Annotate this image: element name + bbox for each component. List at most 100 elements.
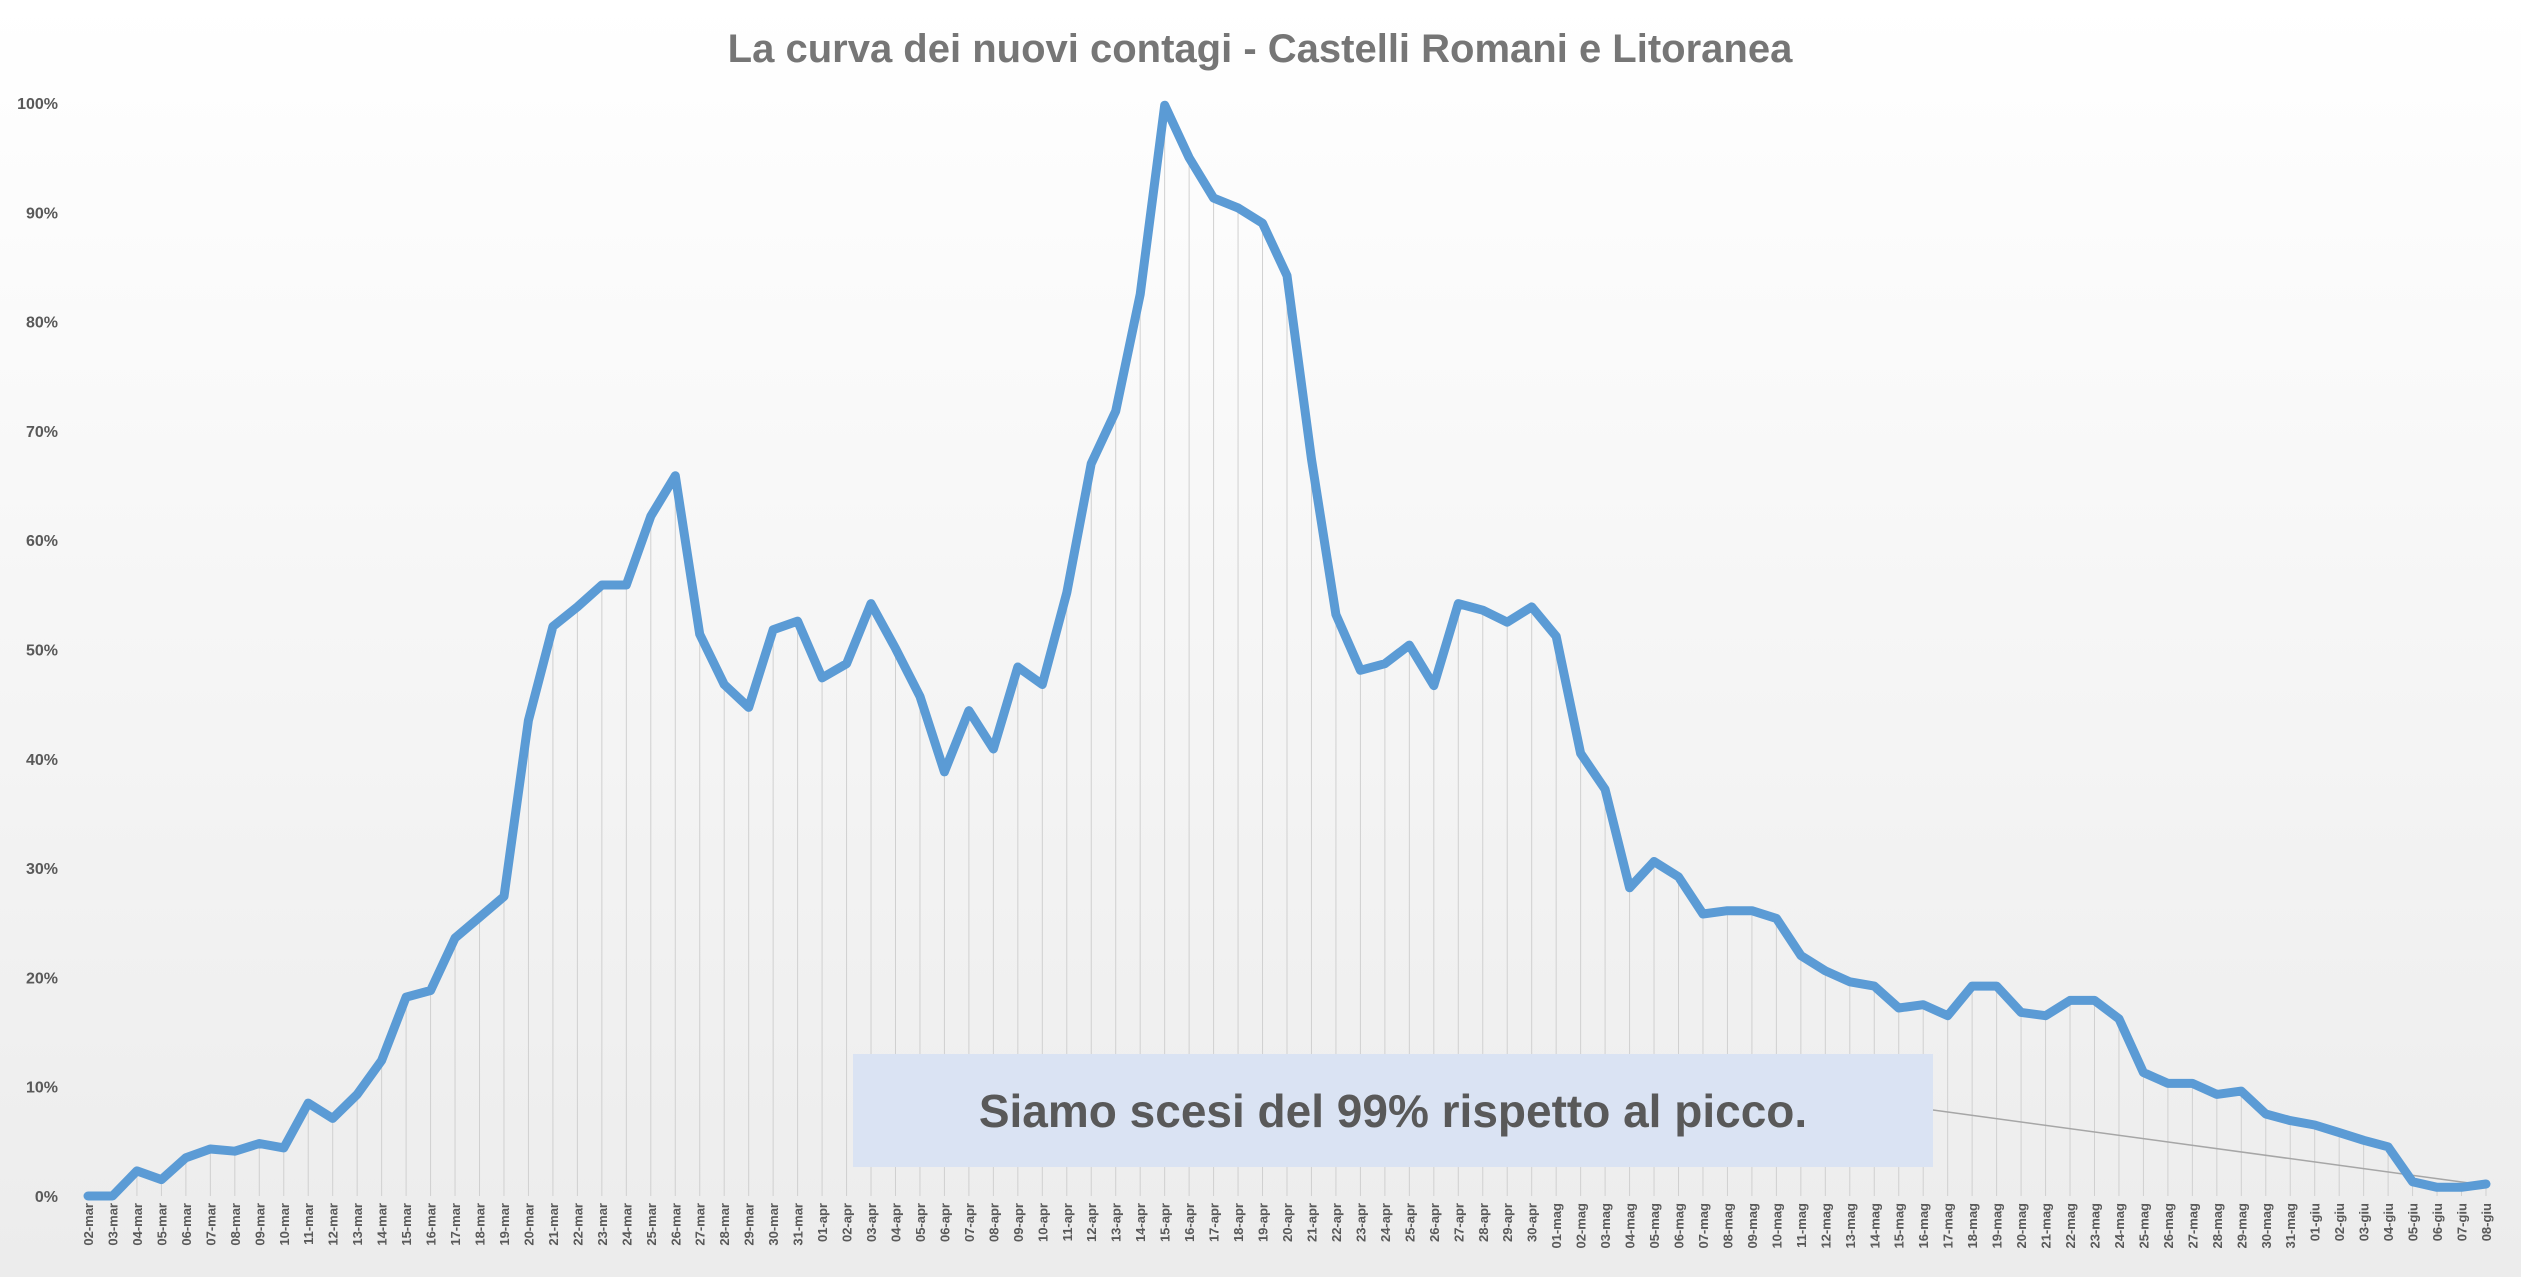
- x-tick-label: 13-mag: [1843, 1203, 1858, 1249]
- y-tick-label: 70%: [26, 424, 58, 441]
- y-tick-label: 100%: [17, 96, 58, 113]
- data-point: [965, 707, 973, 715]
- x-tick-label: 28-mag: [2210, 1203, 2225, 1249]
- data-point: [2115, 1015, 2123, 1023]
- data-point: [182, 1154, 190, 1162]
- data-point: [916, 692, 924, 700]
- x-tick-label: 12-apr: [1084, 1203, 1099, 1242]
- data-point: [1528, 603, 1536, 611]
- data-point: [1356, 666, 1364, 674]
- series-line: [83, 100, 2491, 1201]
- x-tick-label: 14-mag: [1867, 1203, 1882, 1249]
- x-tick-label: 09-mag: [1745, 1203, 1760, 1249]
- data-point: [304, 1099, 312, 1107]
- x-tick-label: 25-apr: [1402, 1203, 1417, 1242]
- x-tick-label: 22-mar: [570, 1203, 585, 1246]
- data-point: [1601, 785, 1609, 793]
- x-tick-label: 25-mag: [2136, 1203, 2151, 1249]
- x-tick-label: 31-mag: [2283, 1203, 2298, 1249]
- x-tick-label: 09-mar: [252, 1203, 267, 1246]
- x-tick-label: 18-mag: [1965, 1203, 1980, 1249]
- x-tick-label: 05-apr: [913, 1203, 928, 1242]
- data-point: [1161, 101, 1169, 109]
- x-tick-label: 12-mar: [326, 1203, 341, 1246]
- data-point: [1087, 460, 1095, 468]
- x-tick-label: 15-mar: [399, 1203, 414, 1246]
- x-tick-label: 02-giu: [2332, 1203, 2347, 1241]
- data-point: [1650, 858, 1658, 866]
- x-tick-label: 05-mar: [154, 1203, 169, 1246]
- data-point: [1699, 910, 1707, 918]
- data-point: [745, 703, 753, 711]
- data-point: [2360, 1136, 2368, 1144]
- data-point: [1748, 907, 1756, 915]
- data-point: [353, 1090, 361, 1098]
- x-tick-label: 23-mag: [2087, 1203, 2102, 1249]
- data-point: [1626, 884, 1634, 892]
- data-point: [1063, 589, 1071, 597]
- x-tick-label: 08-giu: [2479, 1203, 2494, 1241]
- data-point: [1454, 600, 1462, 608]
- x-tick-label: 06-giu: [2430, 1203, 2445, 1241]
- x-tick-label: 06-mag: [1672, 1203, 1687, 1249]
- x-tick-label: 26-mag: [2161, 1203, 2176, 1249]
- data-point: [1307, 455, 1315, 463]
- annotation-leader-line: [1932, 1109, 2485, 1186]
- data-point: [1381, 660, 1389, 668]
- data-point: [769, 626, 777, 634]
- x-tick-label: 19-mag: [1990, 1203, 2005, 1249]
- x-tick-label: 04-apr: [888, 1203, 903, 1242]
- data-point: [1993, 982, 2001, 990]
- data-point: [2433, 1183, 2441, 1191]
- data-point: [720, 680, 728, 688]
- x-tick-label: 22-mag: [2063, 1203, 2078, 1249]
- x-tick-label: 24-mar: [619, 1203, 634, 1246]
- x-tick-label: 26-apr: [1427, 1203, 1442, 1242]
- x-tick-label: 15-apr: [1158, 1203, 1173, 1242]
- x-tick-label: 29-apr: [1500, 1203, 1515, 1242]
- x-tick-label: 13-apr: [1109, 1203, 1124, 1242]
- x-tick-label: 18-apr: [1231, 1203, 1246, 1242]
- data-point: [2017, 1008, 2025, 1016]
- data-point: [133, 1167, 141, 1175]
- data-point: [2482, 1180, 2490, 1188]
- data-point: [2262, 1110, 2270, 1118]
- data-point: [524, 717, 532, 725]
- x-tick-label: 10-mag: [1769, 1203, 1784, 1249]
- x-tick-label: 02-apr: [840, 1203, 855, 1242]
- data-point: [2188, 1079, 2196, 1087]
- y-tick-label: 60%: [26, 533, 58, 550]
- x-tick-label: 04-mag: [1623, 1203, 1638, 1249]
- series-group: [83, 100, 2491, 1201]
- data-point: [1821, 967, 1829, 975]
- x-tick-label: 20-apr: [1280, 1203, 1295, 1242]
- data-point: [1675, 873, 1683, 881]
- data-point: [1038, 680, 1046, 688]
- data-point: [2213, 1090, 2221, 1098]
- x-tick-label: 29-mar: [742, 1203, 757, 1246]
- data-point: [573, 603, 581, 611]
- x-tick-label: 02-mar: [81, 1203, 96, 1246]
- x-tick-label: 23-mar: [595, 1203, 610, 1246]
- x-tick-label: 03-mar: [105, 1203, 120, 1246]
- x-tick-label: 17-mag: [1941, 1203, 1956, 1249]
- x-tick-label: 20-mar: [521, 1203, 536, 1246]
- data-point: [1552, 632, 1560, 640]
- data-point: [1259, 219, 1267, 227]
- x-tick-label: 21-apr: [1304, 1203, 1319, 1242]
- x-tick-label: 01-apr: [815, 1203, 830, 1242]
- x-tick-label: 27-mar: [693, 1203, 708, 1246]
- data-point: [1014, 663, 1022, 671]
- y-axis-ticks: 0% 10% 20% 30% 40% 50% 60% 70% 80% 90% 100%: [17, 96, 58, 1206]
- y-tick-label: 50%: [26, 643, 58, 660]
- data-point: [1234, 204, 1242, 212]
- y-tick-label: 30%: [26, 861, 58, 878]
- x-tick-label: 07-mar: [203, 1203, 218, 1246]
- data-point: [1968, 982, 1976, 990]
- data-point: [940, 768, 948, 776]
- x-tick-label: 16-apr: [1182, 1203, 1197, 1242]
- x-tick-label: 22-apr: [1329, 1203, 1344, 1242]
- x-tick-label: 28-apr: [1476, 1203, 1491, 1242]
